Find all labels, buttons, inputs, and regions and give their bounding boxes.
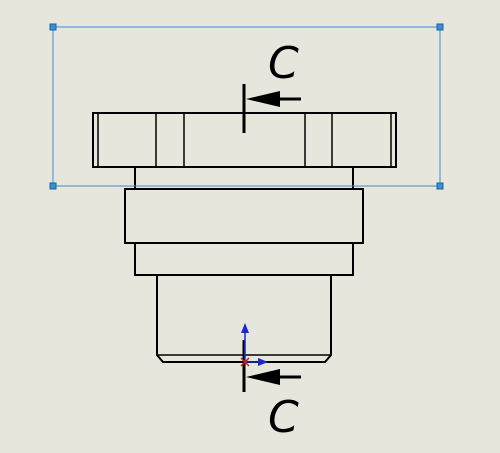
section-label-bottom[interactable]: C <box>268 392 299 443</box>
section-arrow-bottom[interactable]: C <box>242 340 301 443</box>
section-arrow-top[interactable]: C <box>242 38 301 133</box>
triad-arrow-y <box>241 323 249 333</box>
arrow-head-top <box>246 91 280 107</box>
selection-box[interactable] <box>49 23 444 190</box>
arrow-head-bottom <box>246 369 280 385</box>
middle-collar[interactable] <box>124 188 364 244</box>
handle-top-left[interactable] <box>49 23 57 31</box>
origin-mark-b <box>240 357 250 367</box>
origin-triad-icon <box>240 323 268 367</box>
handle-bottom-left[interactable] <box>49 182 57 190</box>
section-label-top[interactable]: C <box>268 38 299 89</box>
handle-top-right[interactable] <box>436 23 444 31</box>
selection-rectangle <box>52 26 441 187</box>
lower-step[interactable] <box>134 242 354 276</box>
triad-arrow-x <box>258 358 268 366</box>
handle-bottom-right[interactable] <box>436 182 444 190</box>
